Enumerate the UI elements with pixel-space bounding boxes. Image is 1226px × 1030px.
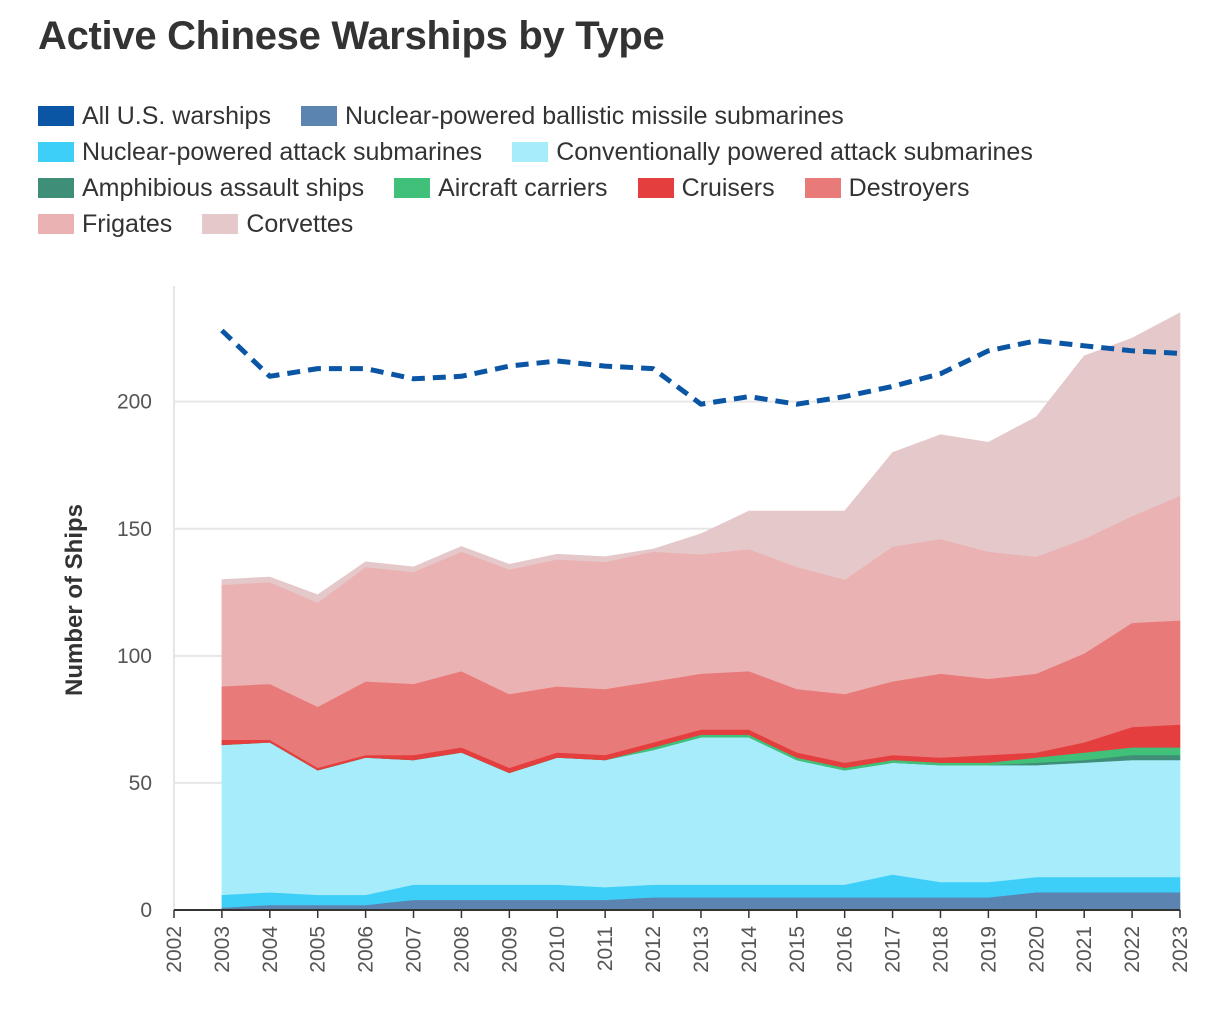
legend-label: Cruisers [681,173,775,202]
legend-swatch [202,214,239,234]
area-series-8[interactable] [221,312,1181,603]
legend-label: Aircraft carriers [438,173,608,202]
x-tick-label: 2004 [259,926,282,973]
legend-row: All U.S. warships Nuclear-powered ballis… [38,98,1218,134]
x-tick-label: 2008 [450,926,473,973]
legend-label: Destroyers [848,173,970,202]
y-tick-label: 150 [117,518,152,541]
legend-item-carriers[interactable]: Aircraft carriers [394,173,608,203]
chart-title: Active Chinese Warships by Type [38,14,665,58]
legend-label: Nuclear-powered ballistic missile submar… [344,101,844,130]
y-tick-label: 0 [140,899,152,922]
legend-item-corvettes[interactable]: Corvettes [202,210,353,239]
legend-row: Nuclear-powered attack submarines Conven… [38,134,1218,170]
x-tick-label: 2016 [834,926,857,973]
legend-item-destroyers[interactable]: Destroyers [804,173,970,203]
legend-item-ssk[interactable]: Conventionally powered attack submarines [512,138,1033,167]
legend-item-cruisers[interactable]: Cruisers [637,173,775,203]
us-warships-line-group [220,328,1181,407]
x-tick-label: 2003 [211,926,234,973]
legend-swatch [38,214,74,234]
x-tick-label: 2011 [594,926,617,971]
legend-item-ssn[interactable]: Nuclear-powered attack submarines [38,138,482,167]
legend-swatch [300,106,337,126]
x-tick-label: 2021 [1073,926,1096,973]
stacked-areas [221,312,1181,911]
x-tick-label: 2013 [690,926,713,973]
x-tick-label: 2009 [498,926,521,973]
x-tick-label: 2015 [786,926,809,973]
y-axis-title: Number of Ships [61,504,88,696]
legend-swatch [637,178,674,198]
legend-swatch [38,142,74,162]
x-tick-label: 2014 [738,926,761,973]
x-tick-label: 2002 [163,926,186,973]
legend-swatch [394,178,431,198]
us-warships-line[interactable] [220,328,1181,407]
legend-label: Amphibious assault ships [82,173,365,202]
legend: All U.S. warships Nuclear-powered ballis… [38,98,1218,242]
legend-item-amphibious[interactable]: Amphibious assault ships [38,174,364,203]
x-tick-label: 2018 [929,926,952,973]
legend-row: Amphibious assault ships Aircraft carrie… [38,170,1218,206]
legend-label: Corvettes [246,209,354,238]
x-tick-label: 2007 [403,926,426,973]
legend-row: Frigates Corvettes [38,206,1218,242]
legend-label: Nuclear-powered attack submarines [82,137,483,166]
x-tick-label: 2022 [1121,926,1144,973]
legend-swatch [804,178,841,198]
legend-item-us-warships[interactable]: All U.S. warships [38,102,271,131]
axes: 0 50 100 150 200 2002 2003 2004 2005 2006 2007 2008… [61,391,1192,973]
legend-swatch [512,142,549,162]
x-tick-label: 2020 [1025,926,1048,973]
legend-item-ssbn[interactable]: Nuclear-powered ballistic missile submar… [300,101,844,131]
y-tick-label: 200 [117,391,152,414]
x-tick-label: 2010 [546,926,569,973]
y-tick-label: 100 [117,645,152,668]
legend-swatch [38,178,74,198]
legend-label: All U.S. warships [82,101,271,130]
legend-label: Conventionally powered attack submarines [556,137,1033,166]
x-tick-label: 2012 [642,926,665,973]
legend-swatch [38,106,74,126]
x-tick-label: 2017 [882,926,905,973]
x-tick-label: 2023 [1169,926,1192,973]
x-tick-label: 2005 [307,926,330,973]
x-tick-label: 2019 [977,926,1000,973]
x-tick-label: 2006 [355,926,378,973]
legend-label: Frigates [82,209,173,238]
legend-item-frigates[interactable]: Frigates [38,210,172,239]
y-tick-label: 50 [129,772,152,795]
